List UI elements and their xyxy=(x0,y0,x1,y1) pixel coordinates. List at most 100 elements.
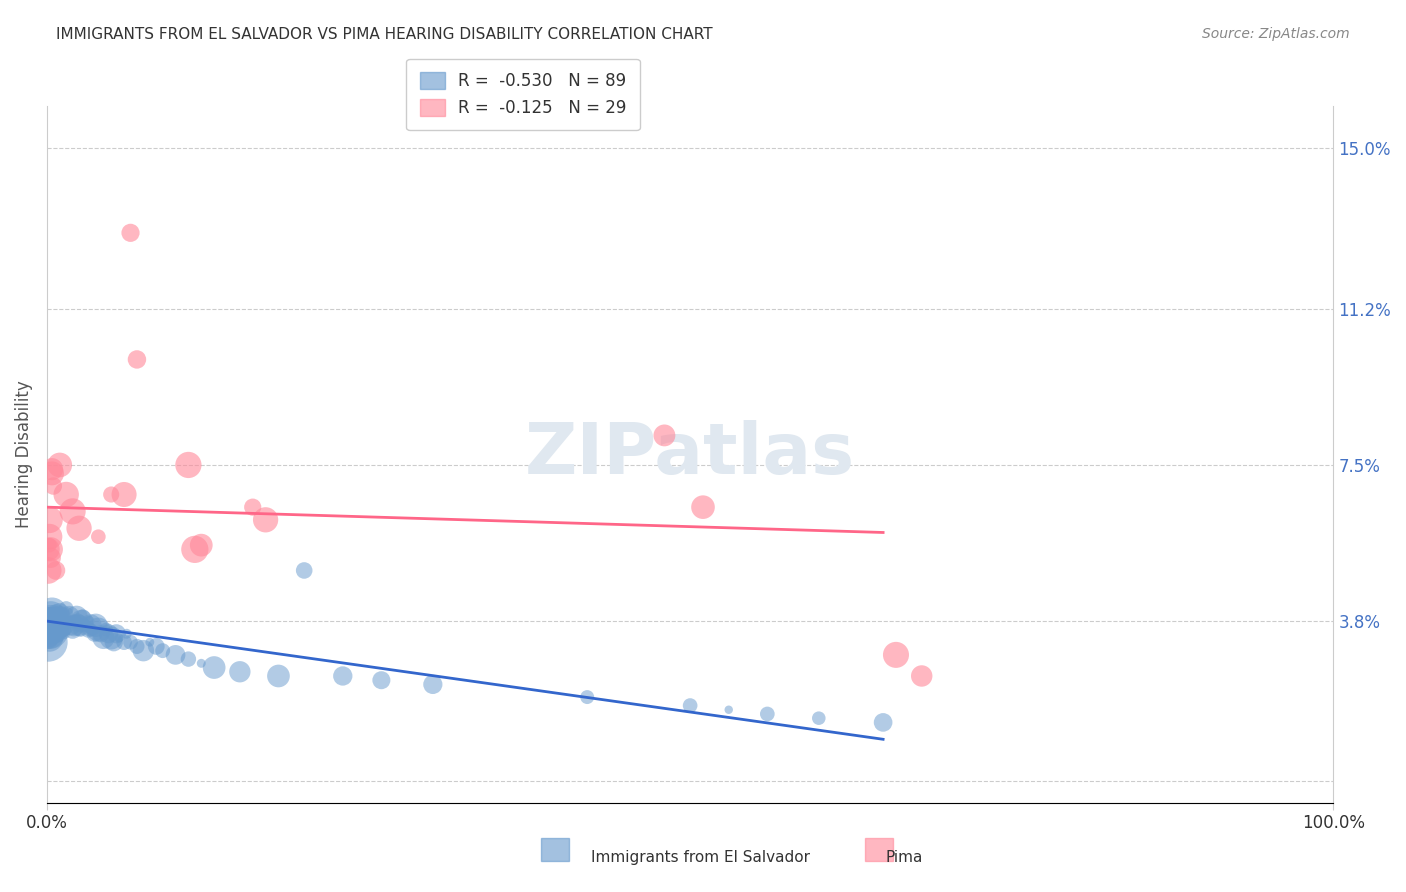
Point xyxy=(37,631,59,645)
Point xyxy=(62,504,84,518)
Point xyxy=(67,521,90,535)
Point xyxy=(37,635,59,649)
Point xyxy=(267,669,290,683)
Point xyxy=(911,669,934,683)
Point xyxy=(654,428,676,442)
Point xyxy=(63,618,86,632)
Point xyxy=(125,352,148,367)
Point xyxy=(90,627,112,641)
Point xyxy=(41,606,63,620)
Point xyxy=(38,538,60,552)
Point xyxy=(190,657,212,671)
Point xyxy=(39,618,62,632)
Point xyxy=(184,542,207,557)
Point xyxy=(692,500,714,515)
Point xyxy=(51,618,73,632)
Point xyxy=(48,458,70,472)
Point xyxy=(177,652,200,666)
Point xyxy=(105,627,128,641)
Point xyxy=(576,690,599,704)
Point xyxy=(242,500,264,515)
Point xyxy=(67,618,90,632)
Point xyxy=(41,610,63,624)
Point xyxy=(44,618,66,632)
Point xyxy=(42,618,65,632)
Point xyxy=(63,614,86,628)
Point xyxy=(332,669,354,683)
Point xyxy=(37,564,59,578)
Point xyxy=(77,623,100,637)
Point xyxy=(48,606,70,620)
Y-axis label: Hearing Disability: Hearing Disability xyxy=(15,381,32,528)
Point xyxy=(75,618,97,632)
Point xyxy=(41,614,63,628)
Point xyxy=(60,618,83,632)
Point xyxy=(46,627,69,641)
Text: Source: ZipAtlas.com: Source: ZipAtlas.com xyxy=(1202,27,1350,41)
Point xyxy=(53,627,76,641)
Point xyxy=(139,635,162,649)
Point xyxy=(41,618,63,632)
Point xyxy=(38,627,60,641)
Legend: R =  -0.530   N = 89, R =  -0.125   N = 29: R = -0.530 N = 89, R = -0.125 N = 29 xyxy=(406,59,640,130)
Point xyxy=(62,623,84,637)
Text: ZIPatlas: ZIPatlas xyxy=(524,420,855,489)
Point xyxy=(807,711,830,725)
Point xyxy=(87,530,110,544)
Point xyxy=(112,487,135,501)
Point xyxy=(756,706,779,721)
Text: IMMIGRANTS FROM EL SALVADOR VS PIMA HEARING DISABILITY CORRELATION CHART: IMMIGRANTS FROM EL SALVADOR VS PIMA HEAR… xyxy=(56,27,713,42)
Point xyxy=(83,627,105,641)
Point xyxy=(46,623,69,637)
Point xyxy=(87,623,110,637)
Point xyxy=(38,513,60,527)
Point xyxy=(254,513,277,527)
Point xyxy=(70,614,93,628)
Bar xyxy=(541,838,569,861)
Point xyxy=(45,610,67,624)
Point xyxy=(52,623,75,637)
Point xyxy=(112,635,135,649)
Point xyxy=(59,614,82,628)
Point xyxy=(84,618,107,632)
Point xyxy=(79,614,101,628)
Bar xyxy=(865,838,893,861)
Point xyxy=(69,623,91,637)
Point xyxy=(38,614,60,628)
Point xyxy=(884,648,907,662)
Point xyxy=(38,530,60,544)
Point xyxy=(717,703,740,717)
Point xyxy=(42,614,65,628)
Point xyxy=(80,623,103,637)
Point xyxy=(37,542,59,557)
Point xyxy=(125,640,148,654)
Point xyxy=(100,487,122,501)
Point xyxy=(108,631,131,645)
Point xyxy=(72,610,94,624)
Point xyxy=(48,618,70,632)
Point xyxy=(79,618,101,632)
Text: Immigrants from El Salvador: Immigrants from El Salvador xyxy=(591,850,810,865)
Point xyxy=(872,715,894,730)
Point xyxy=(132,643,155,657)
Point xyxy=(38,623,60,637)
Point xyxy=(145,640,167,654)
Point xyxy=(370,673,392,688)
Point xyxy=(37,623,59,637)
Point xyxy=(39,610,62,624)
Point xyxy=(115,627,138,641)
Point xyxy=(44,610,66,624)
Point xyxy=(120,635,142,649)
Point xyxy=(38,631,60,645)
Point xyxy=(56,606,79,620)
Point xyxy=(37,618,59,632)
Point xyxy=(190,538,212,552)
Point xyxy=(229,665,252,679)
Point xyxy=(44,614,66,628)
Point xyxy=(49,614,72,628)
Point xyxy=(45,564,67,578)
Point xyxy=(39,623,62,637)
Point xyxy=(66,614,89,628)
Point xyxy=(165,648,187,662)
Point xyxy=(41,462,63,476)
